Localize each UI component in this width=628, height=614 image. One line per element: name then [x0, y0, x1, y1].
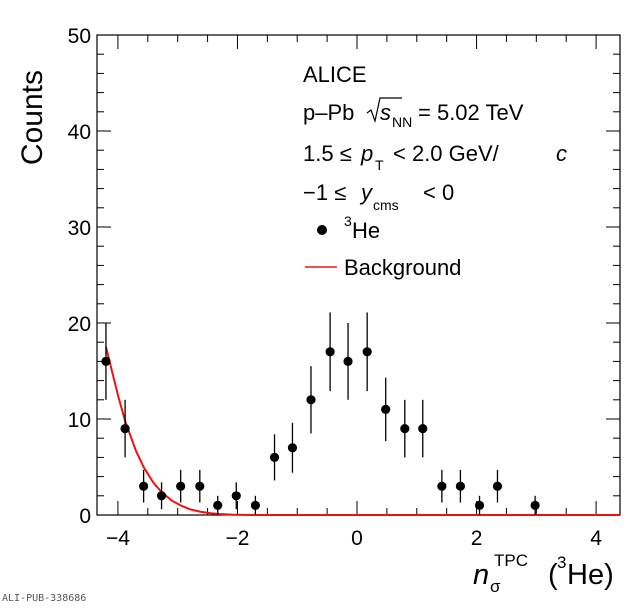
y-tick-label: 30 [68, 217, 91, 240]
x-tick-label: −4 [106, 527, 130, 550]
x-label-iso: 3 [557, 553, 566, 572]
y-tick-label: 10 [68, 409, 91, 432]
y-sub: cms [373, 197, 399, 213]
system-label: p–Pb [303, 100, 354, 125]
pt-sub: T [375, 157, 384, 173]
data-point [455, 481, 466, 491]
x-tick-label: 4 [590, 527, 602, 550]
data-point [269, 452, 280, 462]
sqrt-icon [366, 97, 402, 124]
y-tick-label: 20 [68, 313, 91, 336]
data-point [231, 491, 241, 501]
data-point [474, 500, 485, 510]
x-tick-label: 0 [351, 527, 363, 550]
background-curve [105, 346, 620, 516]
data-point [213, 500, 223, 510]
annotation-block: ALICE p–Pb s NN = 5.02 TeV 1.5 ≤ p T < 2… [303, 62, 567, 213]
pt-left: 1.5 ≤ [303, 141, 352, 166]
y-tick-label: 50 [68, 25, 91, 48]
y-axis-label: Counts [16, 70, 49, 165]
pt-p: p [360, 141, 373, 166]
experiment-label: ALICE [303, 62, 367, 87]
data-point [287, 443, 298, 453]
x-label-n: n [473, 559, 489, 591]
y-y: y [359, 180, 374, 205]
x-tick-label: 2 [471, 527, 483, 550]
legend-he3-label: He [352, 218, 380, 243]
y-left: −1 ≤ [303, 180, 346, 205]
y-right: < 0 [423, 180, 454, 205]
data-point [250, 500, 260, 510]
energy-sub: NN [392, 114, 412, 130]
data-point [306, 395, 316, 405]
y-tick-label: 40 [68, 121, 91, 144]
legend-marker-he3 [317, 225, 327, 235]
data-point [156, 491, 167, 501]
data-point [437, 481, 447, 491]
data-point [492, 481, 503, 491]
marks [101, 312, 620, 516]
y-tick-label: 0 [79, 505, 91, 528]
data-point [362, 347, 372, 357]
data-point [325, 347, 335, 357]
data-point [139, 481, 149, 491]
legend-he3-sup: 3 [344, 213, 352, 229]
x-tick-label: −2 [225, 527, 249, 550]
data-point [176, 481, 186, 491]
data-point [195, 481, 205, 491]
publication-id: ALI-PUB-338686 [2, 593, 87, 604]
x-label-sub: σ [490, 577, 501, 596]
x-label-open: ( [548, 559, 558, 591]
data-point [418, 424, 428, 434]
x-axis-label: n σ TPC ( 3 He) [473, 551, 614, 596]
legend: 3 He Background [305, 213, 461, 280]
data-point [101, 356, 111, 366]
data-point [400, 424, 410, 434]
energy-value: = 5.02 TeV [418, 100, 524, 125]
x-label-sup: TPC [494, 551, 528, 570]
data-point [381, 404, 391, 414]
data-point [120, 424, 130, 434]
data-point [343, 356, 353, 366]
x-label-el: He) [567, 559, 614, 591]
data-point [530, 500, 540, 510]
legend-background-label: Background [344, 255, 461, 280]
pt-right: < 2.0 GeV/ [393, 141, 500, 166]
pt-c: c [556, 141, 567, 166]
energy-s: s [380, 100, 391, 125]
